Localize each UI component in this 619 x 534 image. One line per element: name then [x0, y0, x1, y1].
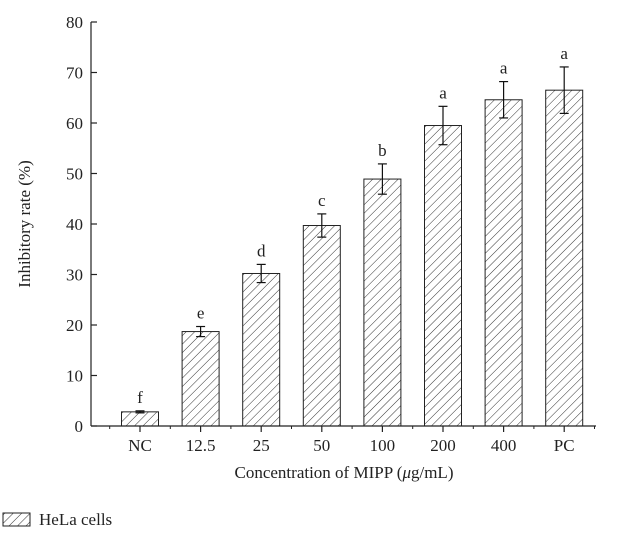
- y-axis-label: Inhibitory rate (%): [15, 160, 34, 287]
- y-tick-label: 70: [66, 64, 83, 83]
- y-tick-label: 20: [66, 316, 83, 335]
- error-bars-layer: [135, 66, 569, 414]
- x-tick-label: 12.5: [186, 436, 216, 455]
- x-tick-label: 50: [313, 436, 330, 455]
- x-tick-label: 200: [430, 436, 456, 455]
- legend-swatch: [2, 512, 31, 527]
- x-ticks: NC 12.5 25 50 100 200 400 PC: [109, 426, 595, 455]
- y-tick-label: 80: [66, 13, 83, 32]
- bar-1: [181, 331, 220, 427]
- significance-letter-1: e: [197, 304, 205, 323]
- y-ticks: 0 10 20 30 40 50 60 70 80: [66, 13, 97, 436]
- bar-5: [424, 125, 462, 427]
- x-tick-label: 100: [370, 436, 396, 455]
- x-axis-label-prefix: Concentration of MIPP (: [235, 463, 403, 482]
- significance-letter-5: a: [439, 83, 447, 102]
- significance-letters-layer: f e d c b a a a: [137, 44, 568, 407]
- significance-letter-3: c: [318, 191, 326, 210]
- significance-letter-7: a: [560, 44, 568, 63]
- bar-7: [545, 89, 584, 427]
- x-axis-label: Concentration of MIPP (μg/mL): [235, 463, 454, 482]
- legend: HeLa cells: [2, 510, 112, 529]
- x-axis-label-mu: μ: [401, 463, 411, 482]
- bar-3: [302, 225, 341, 427]
- significance-letter-6: a: [500, 59, 508, 78]
- x-axis-label-suffix: g/mL): [411, 463, 454, 482]
- y-tick-label: 0: [75, 417, 84, 436]
- significance-letter-4: b: [378, 141, 387, 160]
- significance-letter-2: d: [257, 241, 266, 260]
- x-tick-label: NC: [128, 436, 152, 455]
- legend-label: HeLa cells: [39, 510, 112, 529]
- y-tick-label: 40: [66, 215, 83, 234]
- bars-layer: [121, 89, 584, 427]
- bar-0: [121, 411, 159, 427]
- x-tick-label: 25: [253, 436, 270, 455]
- bar-2: [242, 272, 281, 427]
- y-tick-label: 30: [66, 266, 83, 285]
- y-tick-label: 50: [66, 165, 83, 184]
- significance-letter-0: f: [137, 388, 143, 407]
- x-tick-label: 400: [491, 436, 517, 455]
- bar-6: [484, 99, 523, 427]
- y-tick-label: 60: [66, 114, 83, 133]
- bar-4: [363, 178, 402, 427]
- y-tick-label: 10: [66, 367, 83, 386]
- x-tick-label: PC: [554, 436, 575, 455]
